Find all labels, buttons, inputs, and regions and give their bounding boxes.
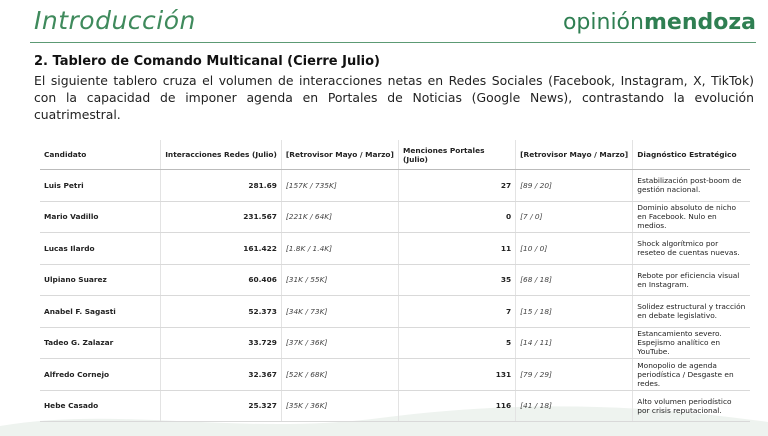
retro-mentions-cell: [15 / 18] [515,295,633,328]
table-body: Luis Petri 281.69 [157K / 735K] 27 [89 / 20]… [40,169,750,422]
retro-mentions-cell: [7 / 0] [515,201,633,233]
candidate-cell: Lucas Ilardo [40,232,161,265]
table-row: Tadeo G. Zalazar 33.729 [37K / 36K] 5 [14 / … [40,327,750,359]
diagnosis-cell: Rebote por eficiencia visual en Instagra… [632,264,750,296]
logo: opiniónmendoza [563,10,756,35]
candidate-cell: Hebe Casado [40,390,161,422]
candidate-cell: Tadeo G. Zalazar [40,327,161,359]
mentions-cell: 27 [398,169,516,202]
diagnosis-cell: Alto volumen periodístico por crisis rep… [632,390,750,422]
column-header: [Retrovisor Mayo / Marzo] [280,140,399,170]
diagnosis-cell: Estancamiento severo. Espejismo analític… [632,327,750,359]
mentions-cell: 116 [398,390,516,422]
retro-interactions-cell: [34K / 73K] [280,295,399,328]
column-header: Diagnóstico Estratégico [632,140,750,170]
table-row: Ulpiano Suarez 60.406 [31K / 55K] 35 [68 / 1… [40,264,750,296]
table-row: Hebe Casado 25.327 [35K / 36K] 116 [41 / 18]… [40,390,750,422]
diagnosis-cell: Shock algorítmico por reseteo de cuentas… [632,232,750,265]
candidate-cell: Anabel F. Sagasti [40,295,161,328]
table-row: Alfredo Cornejo 32.367 [52K / 68K] 131 [79 /… [40,358,750,391]
interactions-cell: 52.373 [160,295,282,328]
retro-interactions-cell: [37K / 36K] [280,327,399,359]
retro-interactions-cell: [1.8K / 1.4K] [280,232,399,265]
retro-mentions-cell: [89 / 20] [515,169,633,202]
interactions-cell: 25.327 [160,390,282,422]
mentions-cell: 11 [398,232,516,265]
logo-light: opinión [562,10,644,35]
logo-bold: mendoza [643,10,756,35]
retro-interactions-cell: [157K / 735K] [280,169,399,202]
retro-mentions-cell: [10 / 0] [515,232,633,265]
mentions-cell: 5 [398,327,516,359]
section-heading: 2. Tablero de Comando Multicanal (Cierre… [34,54,380,69]
diagnosis-cell: Monopolio de agenda periodística / Desga… [632,358,750,391]
interactions-cell: 60.406 [160,264,282,296]
interactions-cell: 161.422 [160,232,282,265]
retro-interactions-cell: [31K / 55K] [280,264,399,296]
retro-mentions-cell: [79 / 29] [515,358,633,391]
candidate-cell: Luis Petri [40,169,161,202]
retro-mentions-cell: [68 / 18] [515,264,633,296]
diagnosis-cell: Dominio absoluto de nicho en Facebook. N… [632,201,750,233]
table: Candidato Interacciones Redes (Julio) [Ret… [40,140,750,422]
candidate-cell: Ulpiano Suarez [40,264,161,296]
candidate-cell: Mario Vadillo [40,201,161,233]
diagnosis-cell: Solidez estructural y tracción en debate… [632,295,750,328]
retro-interactions-cell: [52K / 68K] [280,358,399,391]
retro-interactions-cell: [221K / 64K] [280,201,399,233]
interactions-cell: 33.729 [160,327,282,359]
header-rule [30,42,756,43]
retro-interactions-cell: [35K / 36K] [280,390,399,422]
retro-mentions-cell: [41 / 18] [515,390,633,422]
header-title: Introducción [34,6,196,35]
column-header: Menciones Portales (Julio) [398,140,516,170]
mentions-cell: 0 [398,201,516,233]
table-row: Mario Vadillo 231.567 [221K / 64K] 0 [7 / 0]… [40,201,750,233]
column-header: Candidato [40,140,161,170]
section-paragraph: El siguiente tablero cruza el volumen de… [34,73,754,122]
column-header: Interacciones Redes (Julio) [160,140,282,170]
column-header: [Retrovisor Mayo / Marzo] [515,140,633,170]
interactions-cell: 281.69 [160,169,282,202]
table-row: Lucas Ilardo 161.422 [1.8K / 1.4K] 11 [10 / … [40,232,750,265]
header-row: Candidato Interacciones Redes (Julio) [Ret… [40,140,750,170]
diagnosis-cell: Estabilización post-boom de gestión naci… [632,169,750,202]
mentions-cell: 7 [398,295,516,328]
interactions-cell: 231.567 [160,201,282,233]
candidate-cell: Alfredo Cornejo [40,358,161,391]
retro-mentions-cell: [14 / 11] [515,327,633,359]
table-row: Anabel F. Sagasti 52.373 [34K / 73K] 7 [15 /… [40,295,750,328]
table-row: Luis Petri 281.69 [157K / 735K] 27 [89 / 20]… [40,169,750,202]
table-head: Candidato Interacciones Redes (Julio) [Ret… [40,140,750,170]
mentions-cell: 131 [398,358,516,391]
mentions-cell: 35 [398,264,516,296]
interactions-cell: 32.367 [160,358,282,391]
